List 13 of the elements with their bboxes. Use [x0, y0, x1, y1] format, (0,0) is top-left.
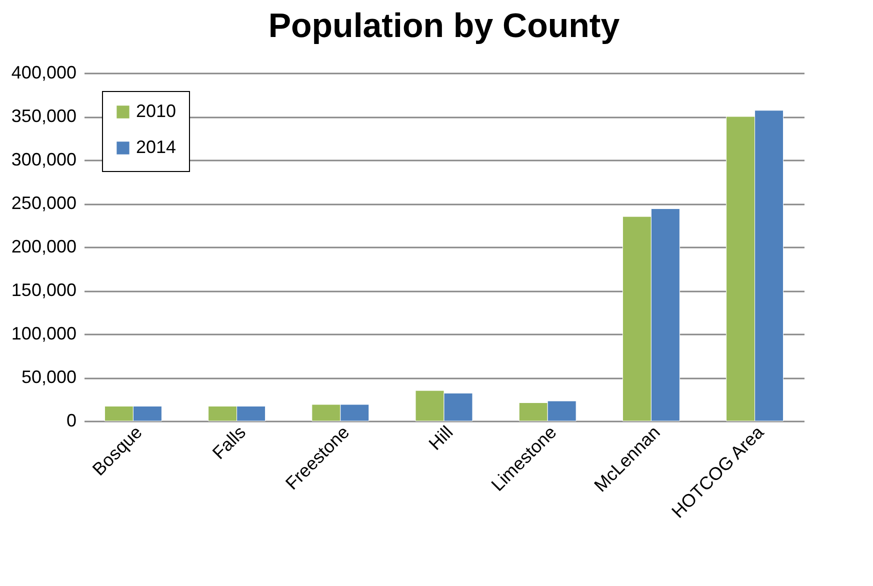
legend-label: 2014 — [136, 137, 176, 157]
y-tick-label: 350,000 — [11, 106, 76, 126]
y-tick-label: 100,000 — [11, 324, 76, 344]
x-tick-label: Hill — [424, 422, 457, 454]
y-tick-label: 0 — [66, 410, 76, 430]
y-tick-label: 50,000 — [21, 367, 76, 387]
y-tick-label: 250,000 — [11, 193, 76, 213]
y-tick-label: 400,000 — [11, 62, 76, 82]
y-tick-label: 200,000 — [11, 236, 76, 256]
legend-label: 2010 — [136, 101, 176, 121]
y-tick-label: 300,000 — [11, 150, 76, 170]
y-tick-label: 150,000 — [11, 280, 76, 300]
chart-title: Population by County — [268, 7, 620, 45]
